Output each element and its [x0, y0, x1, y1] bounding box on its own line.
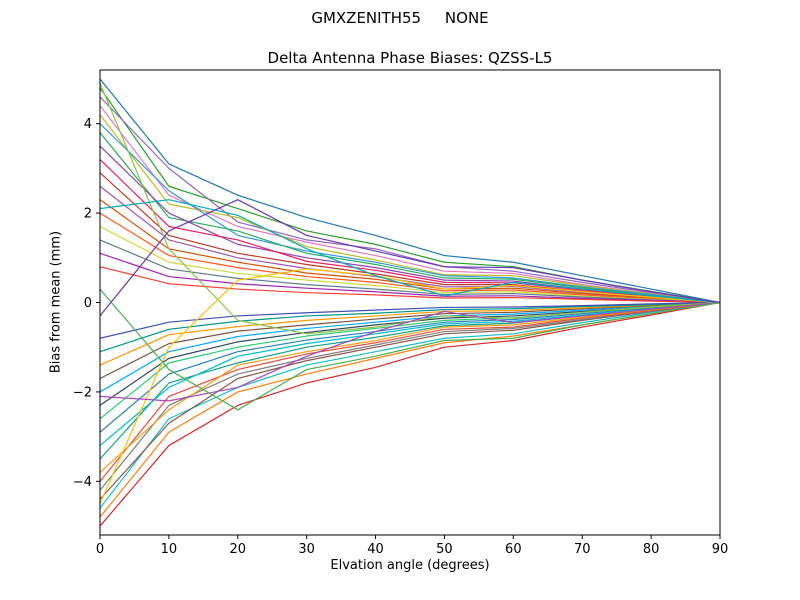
series-line: [99, 268, 721, 504]
series-line: [99, 239, 721, 304]
series-line: [99, 87, 721, 304]
series-line: [99, 301, 721, 393]
plot-frame: [99, 69, 721, 536]
series-line: [99, 132, 721, 304]
x-tick-label: 40: [367, 542, 384, 557]
series-line: [99, 199, 721, 304]
series-line: [99, 123, 721, 304]
series-line: [99, 158, 721, 304]
series-line: [99, 114, 721, 304]
y-tick-label: 4: [84, 117, 92, 132]
series-line: [99, 199, 721, 317]
x-tick-label: 10: [161, 542, 178, 557]
series-line: [99, 301, 721, 380]
figure-suptitle: GMXZENITH55 NONE: [311, 9, 489, 27]
series-line: [99, 301, 721, 353]
x-axis-label: Elvation angle (degrees): [330, 558, 490, 573]
y-tick-label: 2: [84, 207, 92, 222]
series-line: [99, 301, 721, 473]
series-line: [99, 301, 721, 447]
x-tick-label: 30: [298, 542, 315, 557]
series-line: [99, 199, 721, 304]
series-line: [99, 301, 721, 482]
series-line: [99, 288, 721, 411]
x-tick-label: 50: [436, 542, 453, 557]
series-line: [99, 301, 721, 433]
series-line: [99, 172, 721, 304]
series-line: [99, 225, 721, 304]
axes-title: Delta Antenna Phase Biases: QZSS-L5: [267, 49, 553, 67]
x-tick-label: 0: [96, 542, 104, 557]
x-tick-label: 80: [643, 542, 660, 557]
series-line: [99, 212, 721, 304]
series-line: [99, 301, 721, 402]
x-tick-label: 70: [574, 542, 591, 557]
y-tick-label: −2: [73, 385, 92, 400]
series-line: [99, 301, 721, 366]
x-tick-label: 20: [230, 542, 247, 557]
y-tick-label: 0: [84, 296, 92, 311]
series-line: [99, 301, 721, 527]
series-line: [99, 185, 721, 304]
series-line: [99, 301, 721, 500]
x-tick-label: 90: [712, 542, 729, 557]
series-line: [99, 301, 721, 509]
series-line: [99, 266, 721, 304]
series-line: [99, 252, 721, 304]
x-tick-label: 60: [505, 542, 522, 557]
series-line: [99, 301, 721, 339]
series-line: [99, 96, 721, 304]
y-tick-label: −4: [73, 475, 92, 490]
series-line: [99, 105, 721, 304]
series-line: [99, 78, 721, 304]
series-line: [99, 301, 721, 518]
